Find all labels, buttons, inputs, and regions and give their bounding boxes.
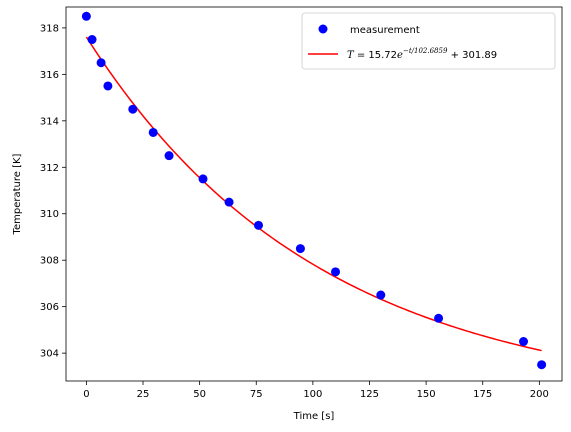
fit-line — [85, 36, 542, 352]
data-point — [128, 104, 138, 114]
x-tick-label: 0 — [83, 389, 89, 400]
y-tick-label: 304 — [40, 349, 59, 360]
legend-label-measurement: measurement — [350, 25, 420, 36]
data-point — [519, 337, 528, 347]
data-point — [164, 151, 174, 161]
y-tick-label: 310 — [40, 209, 59, 220]
legend: measurement T = 15.72e−t/102.6859 + 301.… — [301, 12, 556, 70]
x-axis-label: Time [s] — [293, 411, 335, 422]
data-point — [537, 360, 547, 370]
data-point — [96, 58, 106, 68]
y-tick-label: 316 — [40, 70, 59, 81]
y-tick-label: 306 — [40, 302, 59, 313]
x-axis-ticks: 0 25 50 75 100 125 150 175 200 — [83, 381, 549, 400]
x-tick-label: 125 — [360, 389, 379, 400]
data-point — [224, 197, 234, 207]
x-tick-label: 150 — [417, 389, 436, 400]
legend-fit-eq: = 15.72 — [354, 50, 397, 61]
x-tick-label: 200 — [530, 389, 549, 400]
legend-fit-tail: + 301.89 — [447, 50, 497, 61]
data-point — [331, 267, 341, 277]
y-axis-ticks: 304 306 308 310 312 314 316 318 — [40, 23, 66, 360]
y-tick-label: 318 — [40, 23, 59, 34]
x-tick-label: 25 — [137, 389, 150, 400]
points-layer — [81, 11, 547, 370]
y-tick-label: 312 — [40, 163, 59, 174]
data-point — [295, 244, 305, 254]
y-tick-label: 314 — [40, 116, 59, 127]
data-point — [148, 127, 158, 137]
y-axis-label: Temperature [K] — [12, 153, 23, 235]
fit-layer — [85, 36, 542, 352]
legend-fit-e: e — [397, 50, 403, 61]
legend-label-fit: T = 15.72e−t/102.6859 + 301.89 — [347, 47, 497, 61]
legend-fit-exponent: −t/102.6859 — [403, 47, 448, 55]
data-point — [87, 35, 97, 45]
data-point — [198, 174, 208, 184]
x-tick-label: 175 — [473, 389, 492, 400]
y-tick-label: 308 — [40, 256, 59, 267]
legend-marker-measurement — [318, 24, 328, 34]
plot-frame — [65, 6, 563, 382]
data-point — [103, 81, 113, 91]
data-point — [434, 313, 444, 323]
x-tick-label: 50 — [193, 389, 206, 400]
x-tick-label: 75 — [250, 389, 263, 400]
data-point — [254, 220, 264, 230]
legend-box — [301, 12, 556, 70]
x-tick-label: 100 — [303, 389, 322, 400]
data-point — [81, 11, 91, 21]
data-point — [376, 290, 386, 300]
legend-fit-var: T — [347, 50, 355, 61]
